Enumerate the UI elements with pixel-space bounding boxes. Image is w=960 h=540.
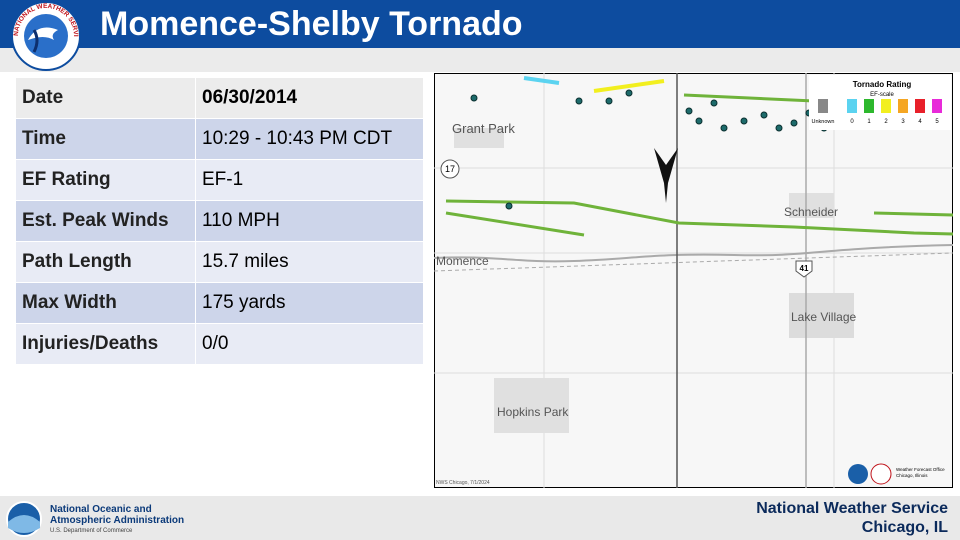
footer-bar (0, 496, 960, 540)
row-value: 110 MPH (195, 200, 424, 242)
legend-swatch (881, 99, 891, 113)
legend-swatch (898, 99, 908, 113)
office-label: Chicago, Illinois (896, 473, 928, 478)
noaa-name: Atmospheric Administration (50, 515, 185, 526)
doc-label: U.S. Department of Commerce (50, 528, 133, 534)
office-label: Weather Forecast Office (896, 467, 945, 472)
row-label: Time (15, 118, 196, 160)
row-label: EF Rating (15, 159, 196, 201)
place-label: Schneider (784, 205, 838, 219)
header-band (0, 48, 960, 72)
legend-label: 4 (918, 119, 922, 125)
track-map: Grant Park Momence Schneider Lake Villag… (434, 73, 953, 488)
route-label: 17 (445, 164, 455, 174)
nws-label: Chicago, IL (861, 519, 948, 536)
header-bar (0, 0, 960, 48)
table-row: Injuries/Deaths 0/0 (15, 323, 424, 365)
slide-title: Momence-Shelby Tornado (100, 5, 523, 43)
legend-label: 5 (935, 119, 939, 125)
legend-label: 3 (901, 119, 905, 125)
legend-swatch (818, 99, 828, 113)
table-row: Est. Peak Winds 110 MPH (15, 200, 424, 242)
place-label: Hopkins Park (497, 405, 569, 419)
nws-label: National Weather Service (756, 500, 948, 517)
legend-title: Tornado Rating (853, 80, 912, 89)
legend-label: 0 (850, 119, 854, 125)
place-label: Grant Park (452, 121, 515, 136)
row-label: Max Width (15, 282, 196, 324)
legend-swatch (915, 99, 925, 113)
route-label: 41 (800, 264, 809, 273)
place-label: Momence (436, 254, 489, 268)
row-value: EF-1 (195, 159, 424, 201)
legend-subtitle: EF-scale (870, 92, 894, 98)
row-value: 10:29 - 10:43 PM CDT (195, 118, 424, 160)
table-row: Time 10:29 - 10:43 PM CDT (15, 118, 424, 160)
row-value: 15.7 miles (195, 241, 424, 283)
legend-box (809, 75, 951, 130)
row-value: 175 yards (195, 282, 424, 324)
legend-swatch (847, 99, 857, 113)
legend-swatch (864, 99, 874, 113)
noaa-logo (6, 501, 42, 537)
table-row: Max Width 175 yards (15, 282, 424, 324)
row-label: Path Length (15, 241, 196, 283)
map-credit: NWS Chicago, 7/1/2024 (436, 480, 490, 486)
place-label: Lake Village (791, 310, 856, 324)
table-row: Path Length 15.7 miles (15, 241, 424, 283)
noaa-name: National Oceanic and (50, 504, 152, 515)
legend-label: Unknown (812, 119, 835, 125)
row-label: Injuries/Deaths (15, 323, 196, 365)
legend-swatch (932, 99, 942, 113)
nws-logo: NATIONAL WEATHER SERVICE (8, 0, 81, 71)
row-value: 0/0 (195, 323, 424, 365)
legend-label: 1 (867, 119, 871, 125)
table-row: EF Rating EF-1 (15, 159, 424, 201)
info-table: Date 06/30/2014 Time 10:29 - 10:43 PM CDT EF… (15, 77, 424, 365)
row-value: 06/30/2014 (195, 77, 424, 119)
row-label: Est. Peak Winds (15, 200, 196, 242)
legend-label: 2 (884, 119, 888, 125)
row-label: Date (15, 77, 196, 119)
table-row: Date 06/30/2014 (15, 77, 424, 119)
